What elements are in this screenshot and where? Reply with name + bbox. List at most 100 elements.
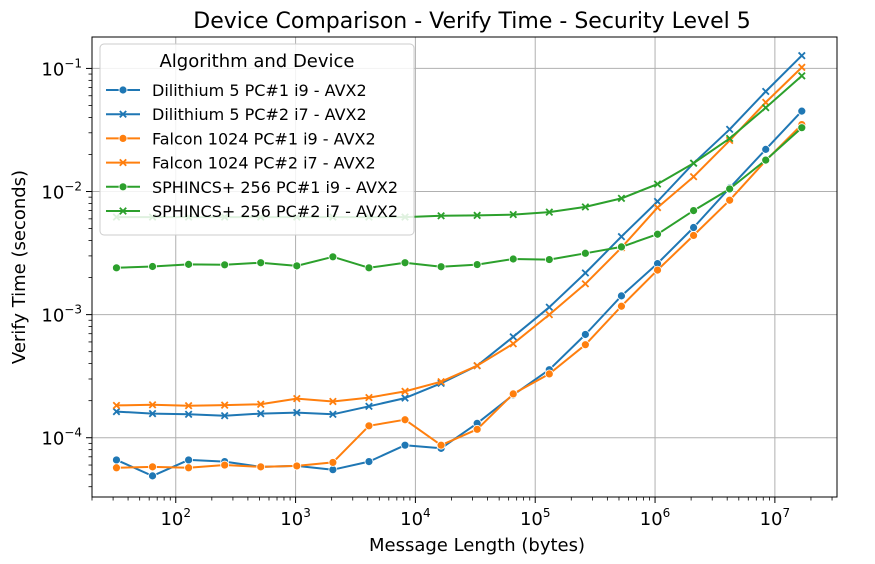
data-point [472, 260, 482, 269]
x-tick-label-base: 10 [760, 509, 783, 530]
data-point-stroke [617, 194, 626, 203]
legend-label: Falcon 1024 PC#1 i9 - AVX2 [152, 129, 376, 148]
data-point-stroke [220, 411, 229, 420]
data-point [545, 208, 554, 216]
data-point [256, 462, 266, 472]
data-point-stroke [617, 232, 626, 241]
data-point [653, 229, 662, 239]
data-point [220, 460, 230, 470]
data-point-stroke [292, 394, 301, 403]
legend-swatch-marker [118, 85, 128, 95]
data-point-stroke [581, 203, 590, 211]
data-point [617, 194, 626, 203]
x-tick-label: 103 [280, 506, 311, 530]
data-point-stroke [365, 393, 373, 402]
data-point [329, 410, 337, 419]
data-point [329, 397, 337, 406]
data-point [328, 252, 338, 262]
data-point [148, 262, 157, 271]
data-point [400, 258, 410, 268]
y-tick-label: 10−2 [41, 180, 82, 204]
x-tick-label-base: 10 [520, 509, 543, 530]
data-point-stroke [797, 51, 806, 60]
data-point-stroke [112, 407, 121, 416]
data-point [184, 401, 193, 410]
data-point-stroke [256, 409, 265, 418]
data-point [509, 210, 518, 219]
data-point-stroke [184, 401, 193, 410]
series-3 [112, 120, 807, 473]
series-line [116, 66, 803, 407]
series-line [116, 126, 803, 269]
legend-entry: Falcon 1024 PC#1 i9 - AVX2 [106, 129, 376, 148]
legend-swatch-marker [119, 158, 127, 167]
data-point [545, 310, 554, 319]
data-point-stroke [653, 197, 662, 206]
data-point [256, 258, 266, 268]
x-tick-label-exponent: 7 [783, 506, 791, 520]
data-point-stroke [473, 361, 481, 370]
data-point-stroke [509, 339, 518, 348]
legend-box [99, 43, 415, 236]
data-point [401, 387, 409, 396]
data-point-stroke [437, 211, 445, 220]
data-point [617, 242, 626, 252]
series-line [116, 123, 803, 469]
data-point-stroke [112, 401, 121, 410]
data-point [473, 361, 481, 370]
data-point-stroke [401, 394, 409, 402]
data-point [581, 269, 590, 277]
data-point-stroke [797, 72, 806, 80]
y-tick-label-exponent: −2 [64, 180, 82, 194]
data-point [220, 401, 229, 409]
data-point-stroke [256, 400, 265, 409]
legend-entry: Falcon 1024 PC#2 i7 - AVX2 [106, 154, 376, 173]
data-point [256, 400, 265, 409]
data-point [761, 103, 770, 112]
data-point-stroke [761, 103, 770, 112]
legend-label: Falcon 1024 PC#2 i7 - AVX2 [152, 154, 376, 173]
data-point [328, 465, 338, 475]
data-point [761, 87, 770, 96]
data-point [184, 463, 193, 473]
x-tick-label: 107 [760, 506, 791, 530]
x-tick-label-base: 10 [160, 509, 183, 530]
x-tick-label-base: 10 [400, 509, 423, 530]
data-point [797, 123, 807, 133]
x-tick-label-exponent: 4 [423, 506, 431, 520]
y-tick-label-base: 10 [41, 429, 64, 450]
data-point-stroke [545, 303, 554, 311]
data-point [689, 159, 698, 167]
data-point [364, 263, 374, 273]
data-point [184, 455, 193, 465]
data-point-stroke [148, 401, 157, 409]
data-point-stroke [761, 87, 770, 96]
legend-label: SPHINCS+ 256 PC#1 i9 - AVX2 [152, 178, 398, 197]
data-point [689, 206, 698, 215]
data-point [364, 421, 374, 431]
data-point-stroke [292, 408, 301, 417]
legend-title: Algorithm and Device [159, 51, 354, 72]
legend-entry: Dilithium 5 PC#2 i7 - AVX2 [106, 105, 367, 124]
data-point [112, 407, 121, 416]
x-tick-label-base: 10 [280, 509, 303, 530]
data-point [617, 291, 626, 301]
data-point [508, 254, 518, 264]
data-point [365, 393, 373, 402]
data-point [148, 401, 157, 409]
legend-swatch-marker-stroke [119, 158, 127, 167]
data-point-stroke [725, 136, 734, 145]
data-point-stroke [689, 172, 698, 181]
data-point [437, 211, 445, 220]
data-point [580, 248, 590, 258]
x-tick-label-exponent: 6 [663, 506, 671, 520]
data-point [400, 440, 410, 450]
data-point-stroke [509, 333, 518, 341]
y-tick-label: 10−4 [41, 426, 82, 450]
x-tick-label-exponent: 2 [183, 506, 191, 520]
data-point-stroke [184, 410, 193, 419]
legend-swatch-marker [118, 182, 128, 192]
legend-label: Dilithium 5 PC#1 i9 - AVX2 [152, 81, 367, 100]
